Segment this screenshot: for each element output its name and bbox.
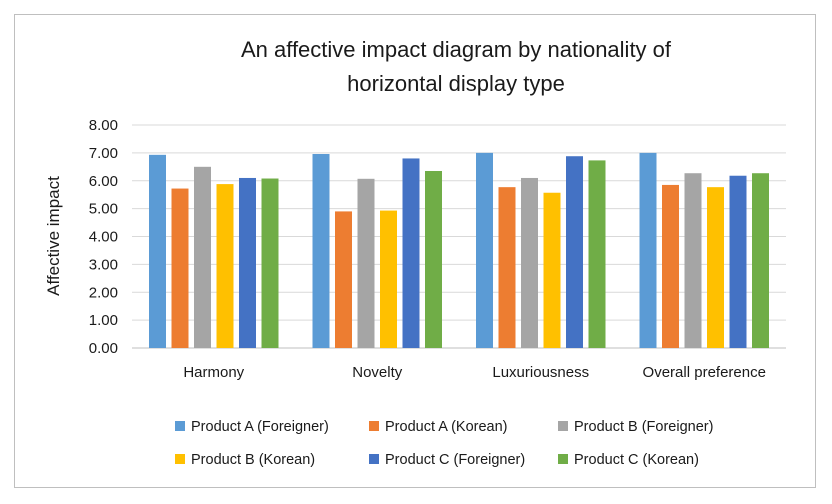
y-tick-label: 2.00 [89,284,118,301]
bar [521,177,538,348]
legend-label: Product A (Foreigner) [191,419,329,435]
legend-label: Product B (Korean) [191,452,315,468]
legend-swatch [175,421,185,431]
legend-swatch [369,454,379,464]
bar [149,154,166,348]
bar [566,156,583,348]
y-tick-label: 3.00 [89,256,118,273]
legend: Product A (Foreigner) Product A (Korean) P… [175,419,713,468]
bar [543,192,561,348]
bar [216,184,234,348]
bar [171,188,189,348]
legend-label: Product A (Korean) [385,419,508,435]
bar [752,173,769,348]
bar [498,187,516,348]
bar [684,173,702,348]
bar-layer [149,152,769,348]
y-tick-label: 4.00 [89,229,118,246]
bar [357,178,375,348]
bar [380,210,397,348]
legend-swatch [558,421,568,431]
legend-swatch [369,421,379,431]
x-tick-label: Overall preference [643,364,766,381]
y-tick-label: 6.00 [89,173,118,190]
legend-label: Product C (Korean) [574,452,699,468]
bar [402,158,420,348]
bar [639,152,657,348]
bar [662,184,679,348]
y-tick-label: 8.00 [89,117,118,134]
bar [261,178,279,348]
bar [476,152,493,348]
label-layer: 0.00 1.00 2.00 3.00 4.00 5.00 6.00 7.00 8.00 Harm… [89,117,766,381]
legend-label: Product B (Foreigner) [574,419,713,435]
legend-label: Product C (Foreigner) [385,452,525,468]
y-tick-label: 0.00 [89,340,118,357]
bar [194,166,211,348]
x-tick-label: Novelty [352,364,403,381]
y-tick-label: 5.00 [89,201,118,218]
bar [707,187,724,348]
y-tick-label: 7.00 [89,145,118,162]
bar [312,153,330,348]
legend-swatch [558,454,568,464]
bar [239,177,256,348]
x-tick-label: Luxuriousness [492,364,589,381]
y-axis-label: Affective impact [44,176,63,296]
bar [588,160,606,348]
x-tick-label: Harmony [183,364,244,381]
bar [335,211,352,348]
bar [729,175,747,348]
chart-title-line1: An affective impact diagram by nationali… [241,37,672,62]
bar [425,170,442,348]
y-tick-label: 1.00 [89,312,118,329]
chart-title-line2: horizontal display type [347,71,565,96]
legend-swatch [175,454,185,464]
